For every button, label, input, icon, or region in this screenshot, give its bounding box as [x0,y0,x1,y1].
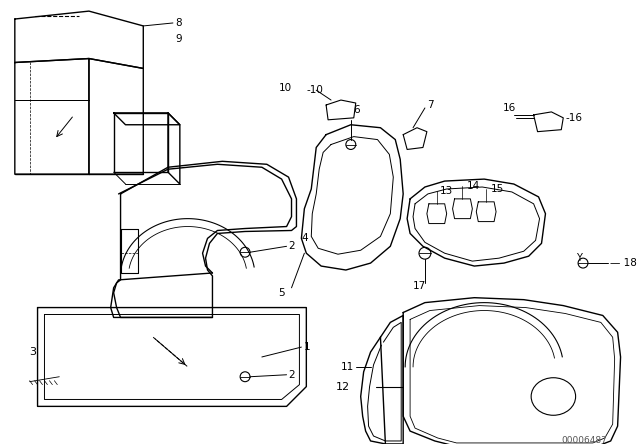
Text: 5: 5 [278,288,285,298]
Text: 10: 10 [278,83,291,93]
Text: 00006487: 00006487 [561,436,607,445]
Text: Y: Y [576,253,582,263]
Text: 3: 3 [29,347,36,357]
Text: 1: 1 [303,342,310,352]
Text: 14: 14 [467,181,479,191]
Text: -16: -16 [565,113,582,123]
Text: 4: 4 [301,233,308,243]
Text: 9: 9 [175,34,182,44]
Text: 6: 6 [353,105,360,115]
Text: 11: 11 [341,362,354,372]
Text: 2: 2 [289,241,295,251]
Text: -10: -10 [307,85,323,95]
Text: 7: 7 [427,100,433,110]
Text: 15: 15 [491,184,504,194]
Text: 8: 8 [175,18,182,28]
Text: — 18: — 18 [610,258,637,268]
Text: 2: 2 [289,370,295,380]
Text: 13: 13 [440,186,453,196]
Text: 16: 16 [502,103,516,113]
Text: 12: 12 [336,382,350,392]
Text: 17: 17 [413,281,426,291]
